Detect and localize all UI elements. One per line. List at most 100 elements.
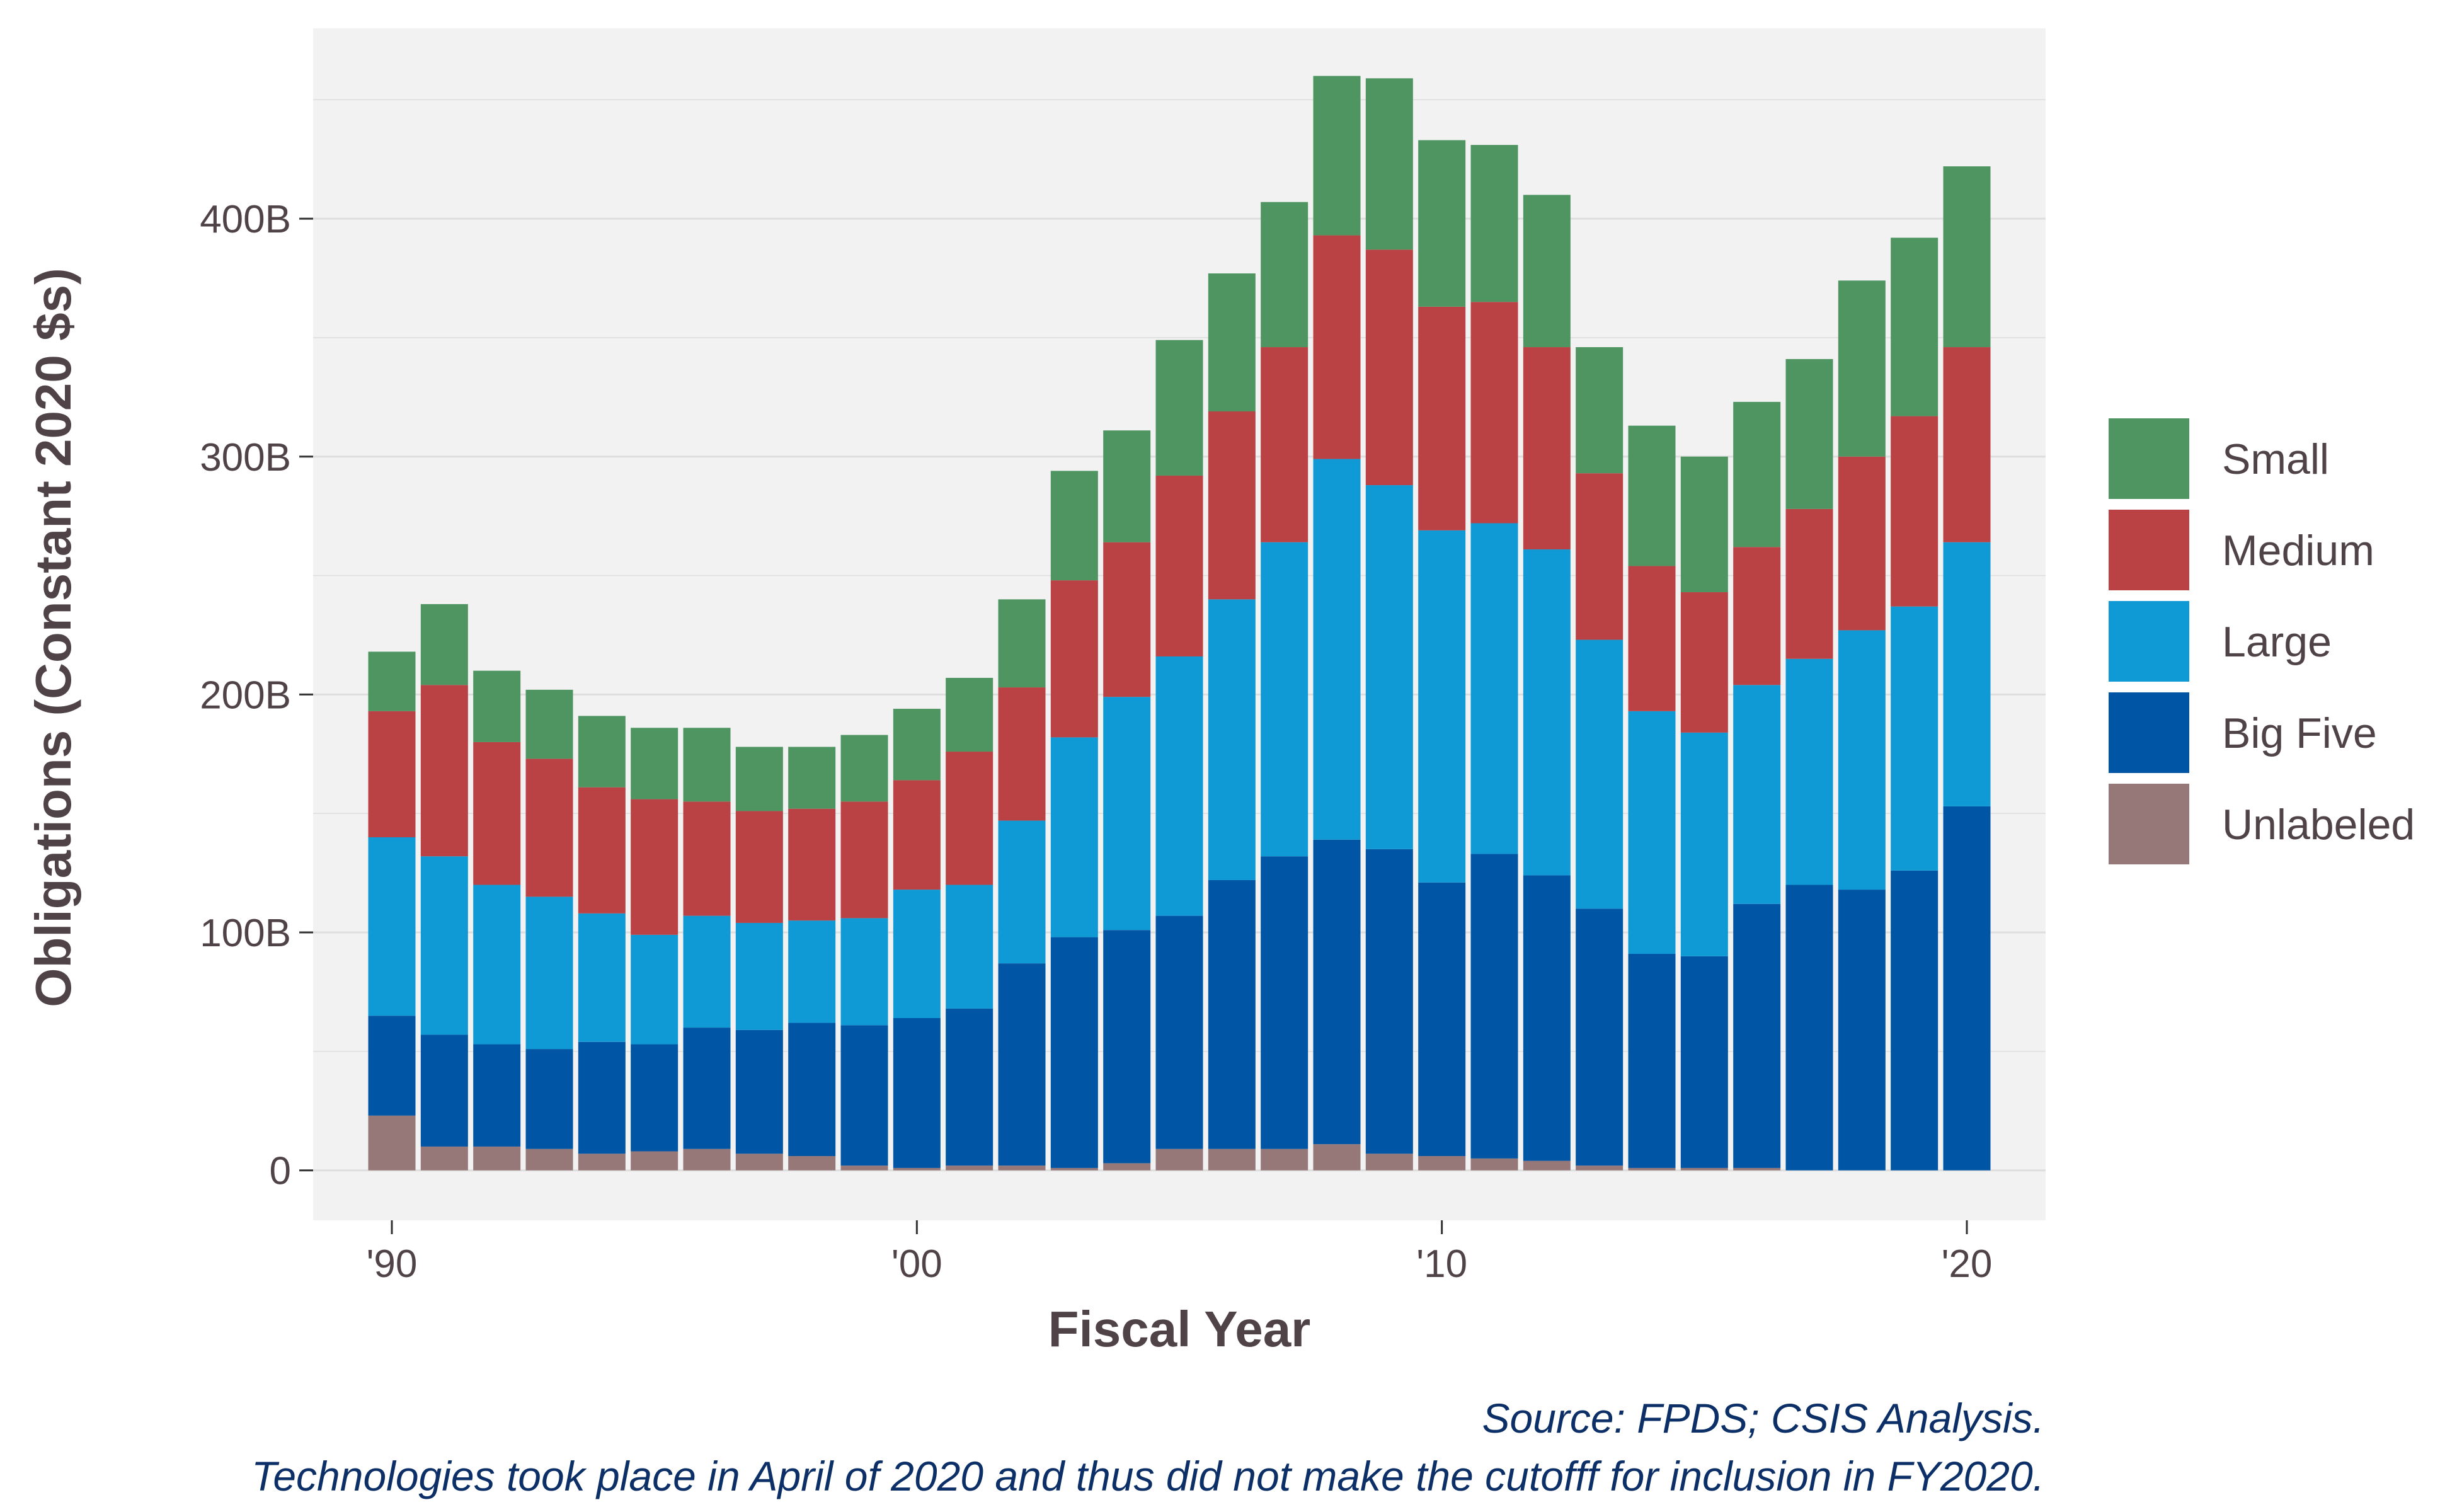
y-axis: 0 100B 200B 300B 400B <box>200 198 313 1193</box>
bar-big-five-1992 <box>473 1044 521 1147</box>
bar-large-2015 <box>1680 732 1728 956</box>
bar-medium-2009 <box>1365 249 1413 486</box>
legend-key-unlabeled <box>2106 781 2192 867</box>
bar-big-five-1998 <box>788 1022 836 1157</box>
bar-unlabeled-2008 <box>1313 1144 1361 1171</box>
bar-medium-1997 <box>735 811 783 923</box>
bar-unlabeled-2003 <box>1050 1167 1098 1171</box>
bar-medium-2019 <box>1891 416 1939 607</box>
bar-big-five-2018 <box>1838 890 1886 1171</box>
bar-big-five-2006 <box>1208 879 1256 1149</box>
bar-small-1995 <box>631 728 679 799</box>
bar-large-1998 <box>788 920 836 1023</box>
bar-medium-1992 <box>473 742 521 885</box>
bar-small-2019 <box>1891 238 1939 416</box>
bar-big-five-2001 <box>946 1008 994 1166</box>
bar-unlabeled-1998 <box>788 1156 836 1171</box>
y-tick-label: 100B <box>200 912 291 955</box>
caption-note: Technologies took place in April of 2020… <box>251 1453 2044 1499</box>
bar-large-2008 <box>1313 459 1361 840</box>
bar-medium-1993 <box>525 759 573 897</box>
bar-big-five-2004 <box>1103 930 1151 1164</box>
bar-unlabeled-2013 <box>1576 1166 1624 1171</box>
legend-key-medium <box>2106 507 2192 593</box>
bar-medium-1994 <box>578 787 626 914</box>
bar-large-2004 <box>1103 697 1151 931</box>
bar-big-five-1996 <box>683 1028 731 1149</box>
bar-large-2020 <box>1943 542 1991 806</box>
bar-small-2007 <box>1261 202 1309 348</box>
bar-small-2013 <box>1576 347 1624 474</box>
bar-big-five-2008 <box>1313 839 1361 1145</box>
bar-small-2003 <box>1050 471 1098 581</box>
bar-medium-2000 <box>893 780 941 890</box>
bar-large-1990 <box>368 837 416 1016</box>
bar-unlabeled-1995 <box>631 1151 679 1171</box>
bar-unlabeled-1992 <box>473 1146 521 1171</box>
bar-medium-2016 <box>1733 547 1781 685</box>
bar-medium-2006 <box>1208 411 1256 600</box>
bar-large-1997 <box>735 922 783 1030</box>
bar-unlabeled-1997 <box>735 1154 783 1171</box>
bar-large-2002 <box>998 820 1046 964</box>
bar-big-five-1990 <box>368 1016 416 1116</box>
bar-medium-2012 <box>1523 347 1571 550</box>
bar-medium-1998 <box>788 808 836 921</box>
bar-large-2013 <box>1576 639 1624 909</box>
bar-medium-2002 <box>998 687 1046 821</box>
bar-large-1994 <box>578 913 626 1042</box>
bar-unlabeled-1993 <box>525 1148 573 1171</box>
bar-medium-1991 <box>420 685 468 857</box>
bar-large-2000 <box>893 890 941 1019</box>
bar-medium-2018 <box>1838 456 1886 631</box>
bar-small-1994 <box>578 716 626 788</box>
bar-medium-2008 <box>1313 235 1361 459</box>
bar-medium-1990 <box>368 711 416 837</box>
bar-small-2016 <box>1733 401 1781 547</box>
bar-medium-2015 <box>1680 592 1728 733</box>
bar-small-2002 <box>998 599 1046 688</box>
bar-medium-2003 <box>1050 580 1098 738</box>
bar-medium-2001 <box>946 752 994 885</box>
bar-big-five-2020 <box>1943 806 1991 1171</box>
bar-medium-2007 <box>1261 347 1309 542</box>
bar-big-five-2015 <box>1680 956 1728 1168</box>
x-axis-title: Fiscal Year <box>1048 1301 1311 1357</box>
bar-large-1993 <box>525 896 573 1050</box>
bar-big-five-2002 <box>998 963 1046 1166</box>
bar-unlabeled-2014 <box>1628 1167 1676 1171</box>
bar-small-1991 <box>420 604 468 685</box>
bar-small-1992 <box>473 670 521 742</box>
bar-big-five-2017 <box>1785 885 1833 1171</box>
bar-small-2015 <box>1680 456 1728 593</box>
bar-unlabeled-2007 <box>1261 1148 1309 1171</box>
bar-unlabeled-2006 <box>1208 1148 1256 1171</box>
bar-small-2006 <box>1208 273 1256 412</box>
bar-big-five-2016 <box>1733 903 1781 1168</box>
bar-large-2012 <box>1523 549 1571 876</box>
bar-small-2009 <box>1365 78 1413 250</box>
bar-big-five-1995 <box>631 1044 679 1152</box>
bar-small-2014 <box>1628 425 1676 566</box>
bar-unlabeled-2015 <box>1680 1167 1728 1171</box>
bar-large-2005 <box>1155 656 1203 916</box>
bar-big-five-2007 <box>1261 856 1309 1149</box>
bar-big-five-1997 <box>735 1029 783 1154</box>
bar-small-1998 <box>788 747 836 809</box>
bar-big-five-2019 <box>1891 870 1939 1171</box>
bar-unlabeled-2004 <box>1103 1163 1151 1171</box>
x-tick-label: '90 <box>367 1242 418 1286</box>
bar-unlabeled-1990 <box>368 1115 416 1171</box>
bar-big-five-1991 <box>420 1034 468 1147</box>
bar-medium-2005 <box>1155 475 1203 656</box>
bar-unlabeled-2005 <box>1155 1148 1203 1171</box>
bar-small-1999 <box>840 735 888 802</box>
bar-medium-2014 <box>1628 566 1676 711</box>
bar-unlabeled-2001 <box>946 1166 994 1171</box>
bar-large-1996 <box>683 915 731 1028</box>
bars <box>368 76 1991 1171</box>
bar-big-five-2003 <box>1050 937 1098 1168</box>
bar-small-2011 <box>1470 145 1518 302</box>
bar-medium-1996 <box>683 801 731 916</box>
